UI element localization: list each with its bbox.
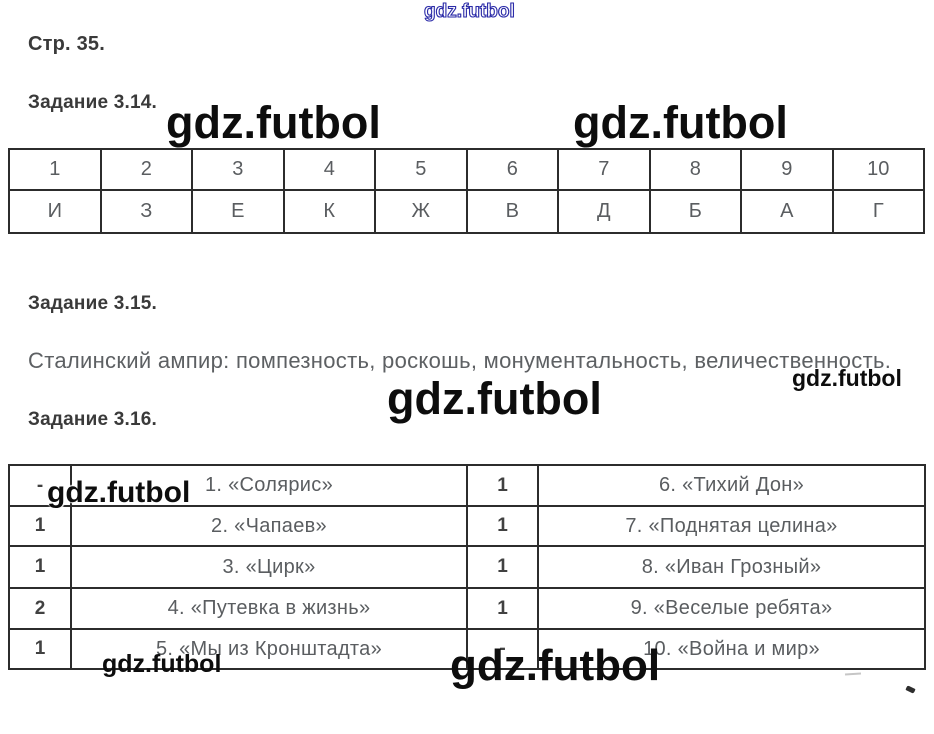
task-315-heading: Задание 3.15. [28, 293, 157, 314]
film-cell: 1. «Солярис» [70, 464, 468, 507]
count-cell: 1 [466, 505, 539, 547]
watermark-top: gdz.futbol [423, 1, 515, 22]
count-cell: 1 [8, 505, 72, 547]
table-cell: 6 [465, 148, 559, 191]
film-cell: 7. «Поднятая целина» [537, 505, 926, 547]
scan-artifact-dash [844, 672, 862, 676]
film-cell: 4. «Путевка в жизнь» [70, 587, 468, 630]
watermark-large-right: gdz.futbol [573, 97, 788, 148]
task-316-heading: Задание 3.16. [28, 409, 157, 430]
table-row: - 1. «Солярис» 1 6. «Тихий Дон» [8, 464, 926, 507]
scan-artifact-mark [905, 685, 916, 694]
table-cell: И [8, 189, 102, 234]
task-315-answer: Сталинский ампир: помпезность, роскошь, … [28, 348, 892, 373]
watermark-bottom-center: gdz.futbol [450, 641, 661, 690]
task-314-heading: Задание 3.14. [28, 92, 157, 113]
table-314-number-row: 1 2 3 4 5 6 7 8 9 10 [8, 148, 925, 191]
count-cell: 1 [8, 628, 72, 670]
film-cell: 8. «Иван Грозный» [537, 545, 926, 589]
table-314-letter-row: И З Е К Ж В Д Б А Г [8, 189, 925, 234]
count-cell: 1 [8, 545, 72, 589]
film-cell: 5. «Мы из Кронштадта» [70, 628, 468, 670]
watermark-small-right: gdz.futbol [792, 365, 902, 391]
table-row: 1 5. «Мы из Кронштадта» - 10. «Война и м… [8, 628, 926, 670]
table-cell: Е [191, 189, 285, 234]
table-cell: Г [831, 189, 925, 234]
table-row: 1 2. «Чапаев» 1 7. «Поднятая целина» [8, 505, 926, 547]
film-cell: 3. «Цирк» [70, 545, 468, 589]
table-cell: В [465, 189, 559, 234]
table-cell: 9 [740, 148, 834, 191]
count-cell: 1 [466, 587, 539, 630]
table-cell: 10 [831, 148, 925, 191]
table-cell: Б [648, 189, 742, 234]
count-cell: 1 [466, 545, 539, 589]
task-316-table: - 1. «Солярис» 1 6. «Тихий Дон» 1 2. «Ча… [8, 464, 926, 670]
table-cell: 5 [374, 148, 468, 191]
table-cell: 1 [8, 148, 102, 191]
table-cell: З [99, 189, 193, 234]
watermark-table-overlay: gdz.futbol [47, 476, 191, 509]
table-cell: 7 [557, 148, 651, 191]
table-cell: 4 [282, 148, 376, 191]
table-row: 1 3. «Цирк» 1 8. «Иван Грозный» [8, 545, 926, 589]
table-cell: 2 [99, 148, 193, 191]
task-314-table: 1 2 3 4 5 6 7 8 9 10 И З Е К Ж В Д Б А Г [8, 148, 925, 234]
table-row: 2 4. «Путевка в жизнь» 1 9. «Веселые реб… [8, 587, 926, 630]
table-cell: К [282, 189, 376, 234]
film-cell: 10. «Война и мир» [537, 628, 926, 670]
watermark-large-left: gdz.futbol [166, 97, 381, 148]
count-cell: - [8, 464, 72, 507]
table-cell: А [740, 189, 834, 234]
count-cell: - [466, 628, 539, 670]
table-cell: Ж [374, 189, 468, 234]
table-cell: 8 [648, 148, 742, 191]
count-cell: 1 [466, 464, 539, 507]
count-cell: 2 [8, 587, 72, 630]
film-cell: 9. «Веселые ребята» [537, 587, 926, 630]
watermark-bottom-left: gdz.futbol [102, 650, 222, 678]
table-cell: Д [557, 189, 651, 234]
watermark-center: gdz.futbol [387, 373, 602, 424]
page-title: Стр. 35. [28, 33, 105, 55]
film-cell: 6. «Тихий Дон» [537, 464, 926, 507]
table-cell: 3 [191, 148, 285, 191]
film-cell: 2. «Чапаев» [70, 505, 468, 547]
